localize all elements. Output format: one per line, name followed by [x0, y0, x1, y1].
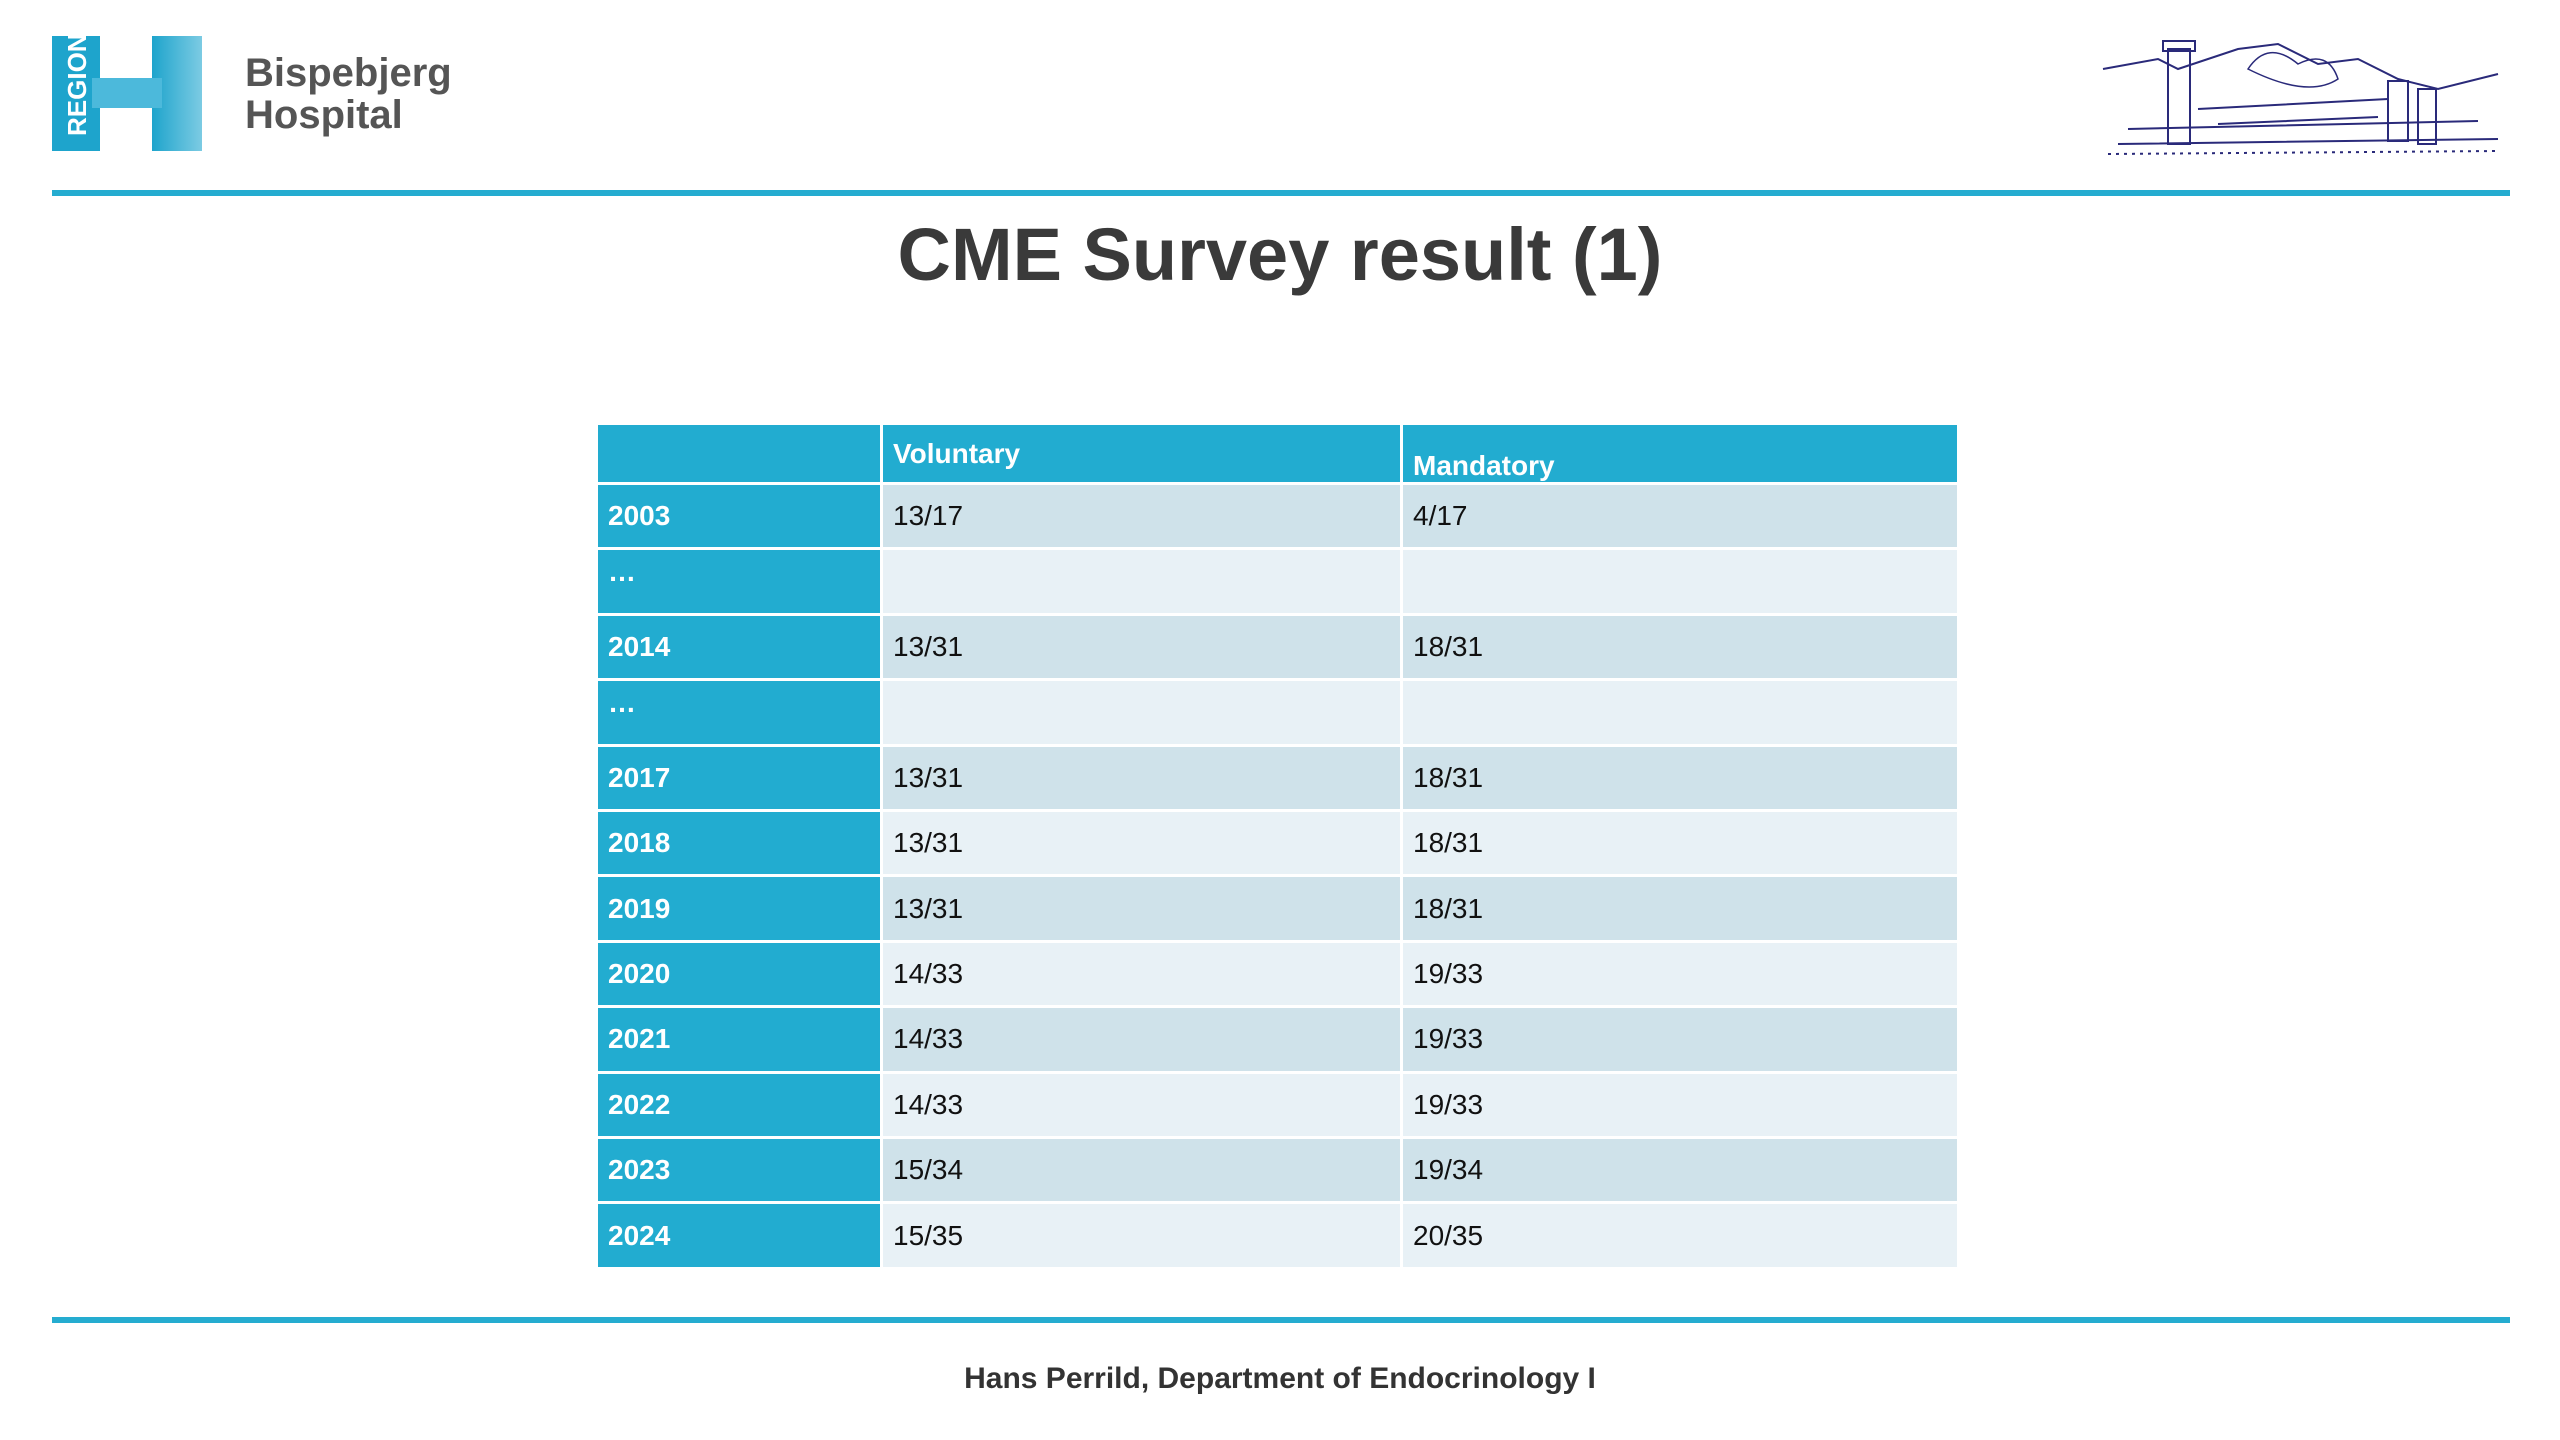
- year-cell: 2017: [598, 746, 880, 809]
- value-cell: 13/31: [883, 746, 1400, 809]
- value-cell: 18/31: [1403, 746, 1957, 809]
- year-cell: 2018: [598, 812, 880, 875]
- value-cell: 19/34: [1403, 1139, 1957, 1202]
- value-cell: 15/34: [883, 1139, 1400, 1202]
- value-cell: 19/33: [1403, 1008, 1957, 1071]
- value-cell: 13/31: [883, 877, 1400, 940]
- footer: Hans Perrild, Department of Endocrinolog…: [964, 1362, 1596, 1395]
- year-cell: …: [598, 681, 880, 744]
- year-cell: 2020: [598, 942, 880, 1006]
- header-cell: [598, 425, 880, 482]
- value-cell: 18/31: [1403, 877, 1957, 940]
- year-cell: 2021: [598, 1008, 880, 1071]
- value-cell: [883, 681, 1400, 744]
- value-cell: 14/33: [883, 1008, 1400, 1071]
- top-rule: [52, 190, 2510, 196]
- hospital-line: Bispebjerg: [245, 51, 452, 95]
- year-cell: 2024: [598, 1204, 880, 1267]
- value-cell: 18/31: [1403, 615, 1957, 679]
- table: Voluntary Mandatory 2003 13/17 4/17… 2014 13/3…: [598, 425, 1960, 1270]
- column-header: Voluntary: [883, 425, 1400, 482]
- value-cell: 14/33: [883, 1073, 1400, 1136]
- year-cell: 2023: [598, 1139, 880, 1202]
- year-cell: 2022: [598, 1073, 880, 1136]
- logo-text: REGION: [62, 36, 92, 136]
- year-cell: 2003: [598, 485, 880, 548]
- slide-title: CME Survey result (1): [897, 213, 1663, 296]
- value-cell: 4/17: [1403, 485, 1957, 548]
- value-cell: 19/33: [1403, 942, 1957, 1006]
- logo: REGION: [52, 36, 202, 151]
- value-cell: 13/31: [883, 615, 1400, 679]
- building-sketch: [2102, 40, 2499, 155]
- year-cell: 2014: [598, 615, 880, 679]
- column-header: Mandatory: [1403, 425, 1957, 482]
- value-cell: 14/33: [883, 942, 1400, 1006]
- bottom-rule: [52, 1317, 2510, 1323]
- value-cell: [1403, 550, 1957, 613]
- value-cell: 13/31: [883, 812, 1400, 875]
- value-cell: 19/33: [1403, 1073, 1957, 1136]
- year-cell: 2019: [598, 877, 880, 940]
- value-cell: [883, 550, 1400, 613]
- value-cell: [1403, 681, 1957, 744]
- value-cell: 13/17: [883, 485, 1400, 548]
- hospital-name: Bispebjerg Hospital: [245, 52, 452, 136]
- year-cell: …: [598, 550, 880, 613]
- value-cell: 15/35: [883, 1204, 1400, 1267]
- value-cell: 20/35: [1403, 1204, 1957, 1267]
- value-cell: 18/31: [1403, 812, 1957, 875]
- hospital-line: Hospital: [245, 93, 403, 137]
